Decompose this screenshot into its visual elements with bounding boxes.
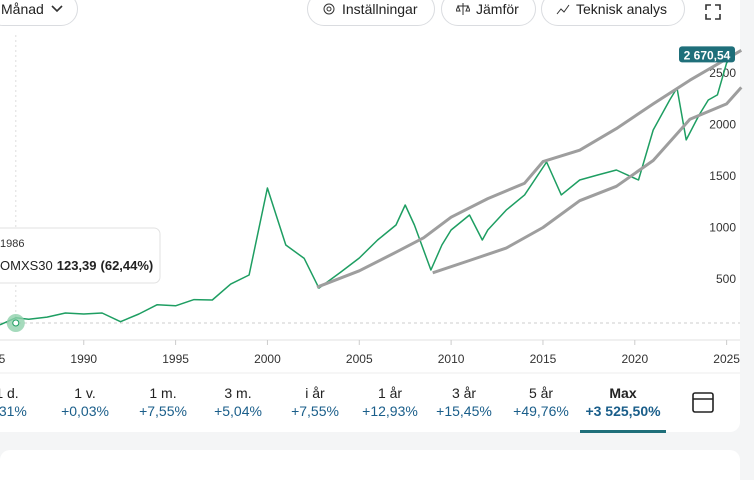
period-label: Max	[609, 385, 636, 401]
period-change: +3 525,50%	[585, 403, 661, 419]
calendar-body	[692, 392, 714, 413]
period-change: +7,55%	[139, 403, 187, 419]
period-change: 0,31%	[0, 403, 27, 419]
settings-button[interactable]: Inställningar	[307, 0, 435, 26]
button-label: Inställningar	[342, 1, 418, 17]
period-label: 3 m.	[224, 385, 251, 401]
period-tab[interactable]: 1 år +12,93%	[362, 385, 418, 419]
period-tab[interactable]: 3 m. +5,04%	[214, 385, 262, 419]
y-tick-label: 1000	[709, 220, 736, 234]
y-tick-label: 2500	[709, 66, 736, 80]
price-badge	[679, 46, 735, 63]
period-select-label: Månad	[1, 1, 44, 17]
y-tick-label: 1500	[709, 169, 736, 183]
technical-button[interactable]: Teknisk analys	[541, 0, 685, 26]
period-label: 1 v.	[74, 385, 96, 401]
tooltip-point-core	[12, 319, 20, 327]
x-tick-label: 1990	[70, 352, 97, 366]
period-label: 1 m.	[149, 385, 176, 401]
x-tick-label: 2005	[346, 352, 373, 366]
period-change: +5,04%	[214, 403, 262, 419]
x-tick-label: 2025	[713, 352, 740, 366]
period-tab[interactable]: i år +7,55%	[291, 385, 339, 419]
period-label: 1 år	[378, 385, 402, 401]
period-change: +49,76%	[513, 403, 569, 419]
x-tick-label: 1995	[162, 352, 189, 366]
x-tick-label: 2010	[438, 352, 465, 366]
expand-icon[interactable]	[704, 3, 722, 21]
y-tick-label: 2000	[709, 117, 736, 131]
button-label: Jämför	[476, 1, 519, 17]
x-tick-label: 1985	[0, 352, 6, 366]
period-tab[interactable]: 1 d. 0,31%	[0, 385, 27, 419]
period-label: i år	[305, 385, 325, 401]
period-label: 3 år	[452, 385, 476, 401]
calendar-icon[interactable]	[692, 392, 714, 413]
tooltip-line: OMXS30 123,39 (62,44%)	[0, 258, 153, 273]
x-tick-label: 2020	[621, 352, 648, 366]
period-change: +15,45%	[436, 403, 492, 419]
x-tick-label: 2000	[254, 352, 281, 366]
tooltip-date: 1986	[0, 238, 24, 250]
period-tab[interactable]: 1 v. +0,03%	[61, 385, 109, 419]
selected-underline	[580, 430, 666, 433]
compare-button[interactable]: Jämför	[441, 0, 536, 26]
period-label: 1 d.	[0, 385, 19, 401]
series-line	[432, 86, 743, 275]
period-change: +0,03%	[61, 403, 109, 419]
x-tick-label: 2015	[530, 352, 557, 366]
y-tick-label: 500	[716, 272, 736, 286]
period-tab[interactable]: 1 m. +7,55%	[139, 385, 187, 419]
tooltip-change: (62,44%)	[101, 258, 154, 273]
series-line	[316, 49, 743, 289]
period-change: +12,93%	[362, 403, 418, 419]
period-tab[interactable]: 5 år +49,76%	[513, 385, 569, 419]
chart-card	[0, 0, 740, 432]
tooltip-name: OMXS30	[0, 258, 53, 273]
series-line	[0, 54, 733, 326]
period-tab[interactable]: 3 år +15,45%	[436, 385, 492, 419]
period-label: 5 år	[529, 385, 553, 401]
tooltip-box	[0, 227, 161, 284]
period-select[interactable]: Månad	[0, 0, 78, 26]
tooltip-value: 123,39	[57, 258, 97, 273]
period-tab[interactable]: Max +3 525,50%	[580, 385, 666, 433]
period-change: +7,55%	[291, 403, 339, 419]
button-label: Teknisk analys	[576, 1, 668, 17]
price-badge-label: 2 670,54	[684, 48, 731, 62]
